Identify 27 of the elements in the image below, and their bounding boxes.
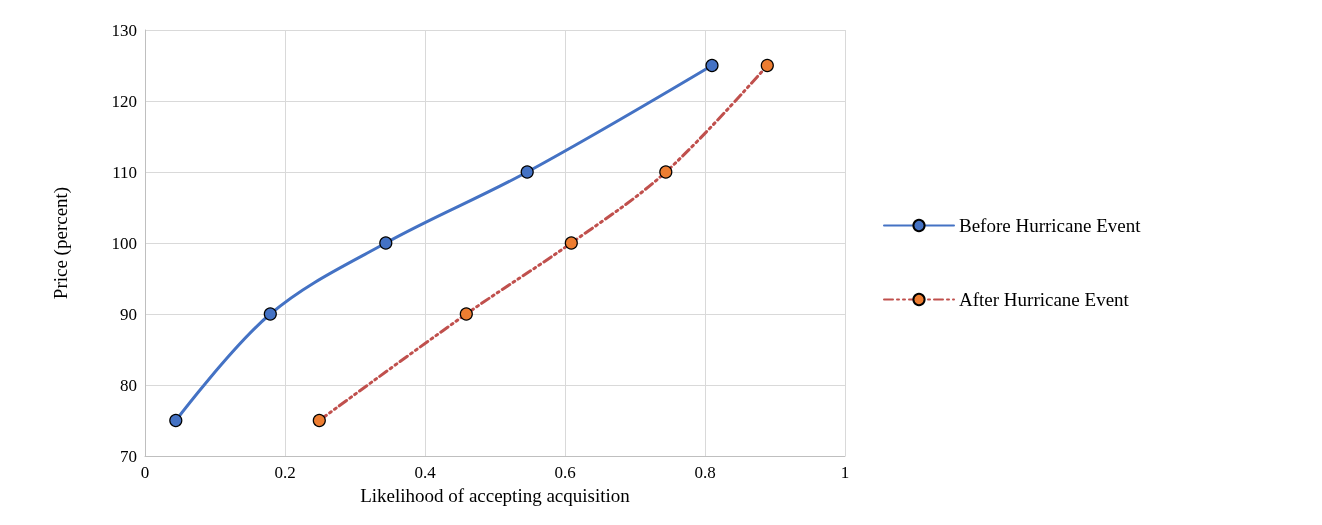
point [459, 307, 473, 321]
point [659, 165, 673, 179]
x-tick-label: 0 [140, 463, 150, 482]
y-tick-label: 70 [120, 446, 137, 466]
point [705, 58, 719, 73]
y-axis-title: Price (percent) [50, 186, 72, 300]
x-tick-label: 0.6 [554, 463, 576, 482]
y-tick-label: 80 [120, 375, 137, 395]
point [312, 413, 326, 428]
point [169, 413, 183, 428]
y-tick-label: 110 [112, 162, 137, 182]
point [760, 58, 774, 73]
x-tick-label: 0.8 [694, 463, 716, 482]
y-tick-label: 120 [111, 91, 137, 111]
x-axis-title: Likelihood of accepting acquisition [360, 484, 631, 506]
point [520, 165, 534, 179]
y-tick-label: 90 [120, 304, 137, 324]
legend-label: After Hurricane Event [959, 289, 1130, 310]
point [263, 307, 277, 321]
x-tick-label: 0.2 [274, 463, 296, 482]
x-tick-label: 0.4 [414, 463, 437, 482]
point [564, 236, 578, 250]
x-tick-label: 1 [840, 463, 850, 482]
y-tick-label: 100 [111, 233, 137, 253]
legend-label: Before Hurricane Event [959, 215, 1142, 236]
point [379, 236, 393, 250]
y-tick-label: 130 [111, 20, 137, 40]
